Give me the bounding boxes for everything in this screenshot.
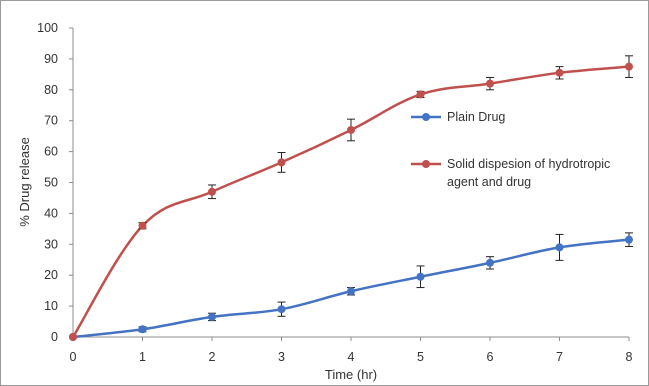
data-point	[208, 312, 216, 321]
y-tick-label: 0	[51, 330, 58, 344]
data-point	[416, 90, 425, 99]
data-point	[347, 125, 355, 134]
legend-entry: Plain Drug	[411, 110, 505, 124]
y-tick-label: 40	[44, 206, 58, 220]
x-tick-label: 8	[626, 350, 633, 364]
x-tick-label: 3	[278, 350, 285, 364]
y-axis-title: % Drug release	[17, 137, 32, 227]
y-tick-label: 100	[37, 21, 58, 35]
y-tick-label: 60	[44, 145, 58, 159]
data-point	[69, 333, 77, 341]
data-point	[277, 305, 286, 314]
x-axis-title: Time (hr)	[325, 367, 377, 382]
x-tick-label: 7	[556, 350, 563, 364]
y-tick-label: 10	[44, 299, 58, 313]
y-tick-label: 80	[44, 83, 58, 97]
data-point	[416, 272, 425, 281]
legend-swatch-marker	[422, 113, 430, 121]
data-point	[277, 158, 286, 167]
legend: Plain Drug Solid dispesion of hydrotropic…	[411, 110, 610, 189]
y-tick-labels: 0 10 20 30 40 50 60 70 80 90 100	[37, 21, 73, 344]
data-point	[625, 62, 633, 71]
x-tick-label: 6	[487, 350, 494, 364]
legend-swatch-marker	[422, 160, 430, 168]
legend-label: Plain Drug	[447, 110, 505, 124]
x-tick-label: 0	[70, 350, 77, 364]
data-point	[138, 325, 147, 334]
x-tick-label: 2	[209, 350, 216, 364]
data-point	[555, 68, 564, 77]
data-point	[347, 287, 355, 296]
data-point	[486, 79, 494, 88]
y-tick-label: 90	[44, 52, 58, 66]
x-tick-label: 1	[139, 350, 146, 364]
x-tick-label: 5	[417, 350, 424, 364]
y-tick-label: 30	[44, 237, 58, 251]
x-tick-label: 4	[348, 350, 355, 364]
series-layer	[69, 55, 633, 341]
data-point	[555, 243, 564, 252]
series-line	[71, 65, 630, 338]
legend-label: Solid dispesion of hydrotropic agent and …	[447, 157, 610, 189]
y-tick-label: 20	[44, 268, 58, 282]
data-point	[625, 235, 633, 244]
legend-entry: Solid dispesion of hydrotropic agent and …	[411, 157, 610, 189]
y-tick-label: 50	[44, 176, 58, 190]
data-point	[486, 258, 494, 267]
data-point	[208, 187, 216, 196]
series-2	[69, 55, 633, 341]
data-point	[138, 221, 147, 230]
x-tick-labels: 0 1 2 3 4 5 6 7 8	[70, 337, 633, 364]
series-1	[69, 232, 633, 341]
y-tick-label: 70	[44, 114, 58, 128]
